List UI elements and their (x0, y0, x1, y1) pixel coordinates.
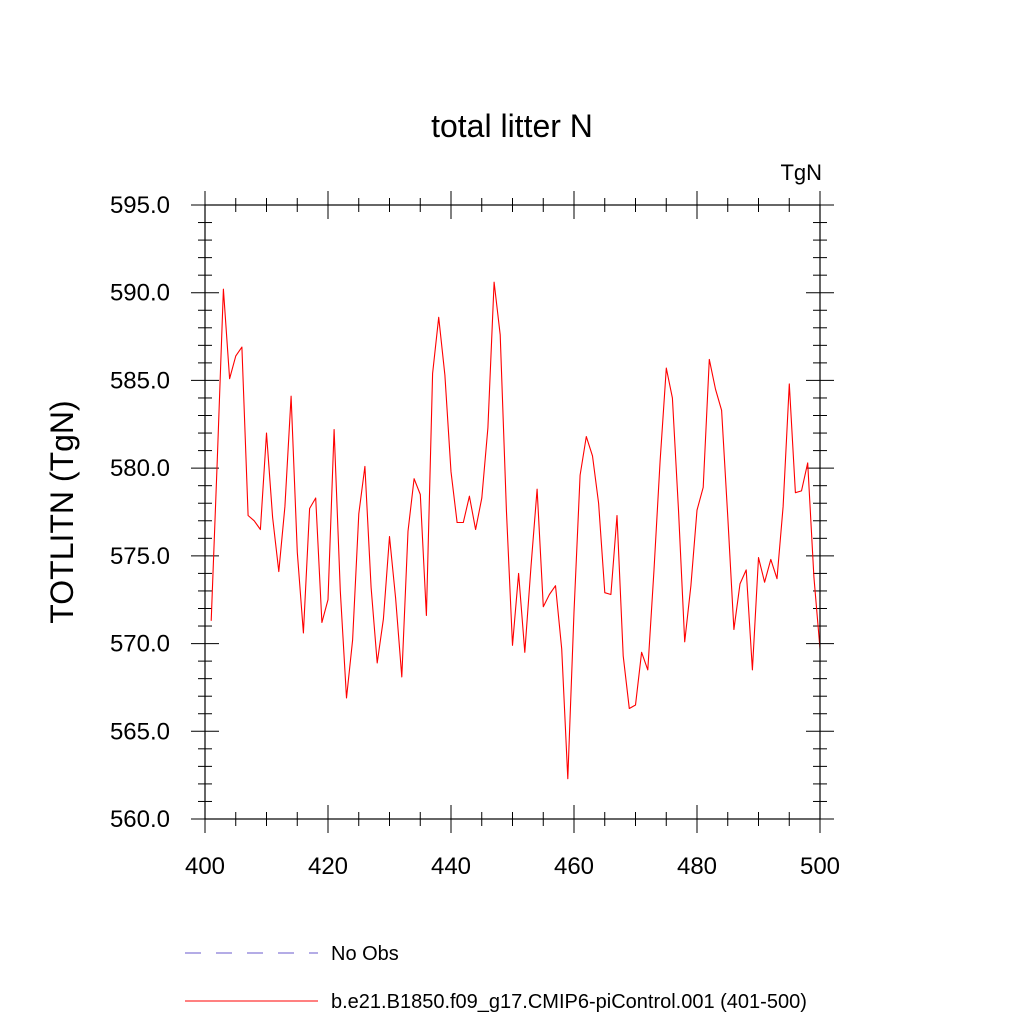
y-tick-label: 560.0 (110, 806, 170, 833)
series-line-picontrol (210, 281, 821, 780)
legend-label-no-obs: No Obs (331, 943, 399, 965)
units-label: TgN (780, 160, 822, 185)
y-tick-label: 565.0 (110, 718, 170, 745)
x-tick-label: 440 (431, 853, 471, 880)
y-axis-label: TOTLITN (TgN) (44, 400, 80, 623)
legend-label-picontrol: b.e21.B1850.f09_g17.CMIP6-piControl.001 … (331, 991, 807, 1013)
x-tick-label: 400 (185, 853, 225, 880)
y-tick-label: 575.0 (110, 543, 170, 570)
y-tick-label: 590.0 (110, 280, 170, 307)
tick-labels: 400 420 440 460 480 500 560.0 565.0 570.0 575.0 58… (110, 192, 840, 880)
y-tick-label: 570.0 (110, 631, 170, 658)
x-tick-label: 460 (554, 853, 594, 880)
chart-title: total litter N (431, 108, 593, 144)
y-tick-label: 580.0 (110, 455, 170, 482)
y-tick-label: 585.0 (110, 367, 170, 394)
legend: No Obs b.e21.B1850.f09_g17.CMIP6-piContr… (185, 943, 807, 1013)
plot-frame (204, 204, 821, 820)
plot-series (210, 281, 821, 780)
x-tick-label: 480 (677, 853, 717, 880)
y-tick-label: 595.0 (110, 192, 170, 219)
axis-ticks (191, 191, 834, 833)
x-tick-label: 500 (800, 853, 840, 880)
x-tick-label: 420 (308, 853, 348, 880)
